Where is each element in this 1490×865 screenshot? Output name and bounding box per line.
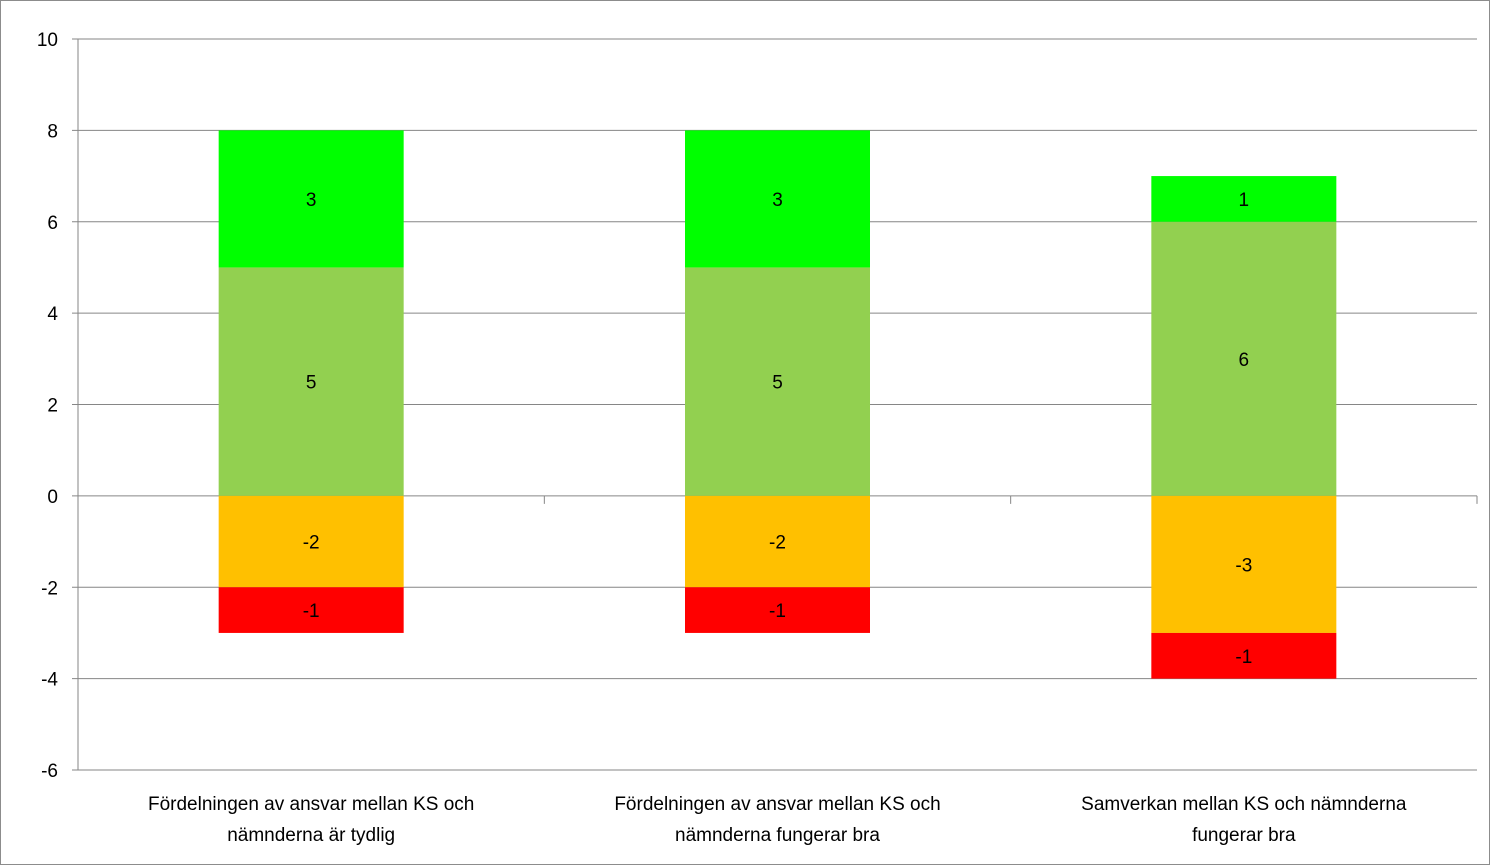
y-tick-label: 8 <box>47 121 58 142</box>
bar-value-label: -3 <box>1235 555 1252 576</box>
bar-value-label: -1 <box>1235 647 1252 668</box>
bar-value-label: 1 <box>1239 190 1250 211</box>
category-label: nämnderna fungerar bra <box>675 825 880 846</box>
y-tick-label: -4 <box>41 670 58 691</box>
bar-segment <box>218 130 404 268</box>
category-label: fungerar bra <box>1192 825 1296 846</box>
bar-segment <box>1151 176 1337 222</box>
y-tick-label: 6 <box>47 213 58 234</box>
axes <box>77 39 1478 770</box>
bar-segment <box>685 130 870 268</box>
bar-segment <box>218 267 404 496</box>
bar-value-label: -1 <box>769 601 786 622</box>
category-label: Fördelningen av ansvar mellan KS och <box>614 794 940 815</box>
bar-segment <box>218 587 404 633</box>
y-tick-label: 10 <box>37 30 58 51</box>
bar-value-label: -1 <box>303 601 320 622</box>
bar-value-label: 3 <box>306 190 317 211</box>
category-labels: Fördelningen av ansvar mellan KS och nämn… <box>148 794 1407 846</box>
y-tick-label: -6 <box>41 761 58 782</box>
bar-segment <box>1151 495 1337 633</box>
bar-value-label: 5 <box>772 373 783 394</box>
bar-segment <box>685 267 870 496</box>
bar-segment <box>1151 632 1337 679</box>
bar-segment <box>218 495 404 588</box>
bar-value-label: 6 <box>1239 350 1250 371</box>
y-tick-label: 2 <box>47 396 58 417</box>
bar-segment <box>1151 221 1337 496</box>
bar-value-label: -2 <box>303 533 320 554</box>
bar-value-label: -2 <box>769 533 786 554</box>
bars <box>218 130 1337 679</box>
category-label: nämnderna är tydlig <box>227 825 395 846</box>
y-tick-label: 4 <box>47 304 58 325</box>
category-label: Fördelningen av ansvar mellan KS och <box>148 794 474 815</box>
bar-value-label: 3 <box>772 190 783 211</box>
data-labels: 5 3 -2 -1 5 3 -2 -1 6 1 -3 -1 <box>303 190 1253 668</box>
category-label: Samverkan mellan KS och nämnderna <box>1081 794 1407 815</box>
y-tick-label: -2 <box>41 578 58 599</box>
y-tick-label: 0 <box>47 487 58 508</box>
bar-value-label: 5 <box>306 373 317 394</box>
y-tick-labels: 10 8 6 4 2 0 -2 -4 -6 <box>37 30 59 782</box>
bar-segment <box>685 495 870 588</box>
bar-segment <box>685 587 870 633</box>
